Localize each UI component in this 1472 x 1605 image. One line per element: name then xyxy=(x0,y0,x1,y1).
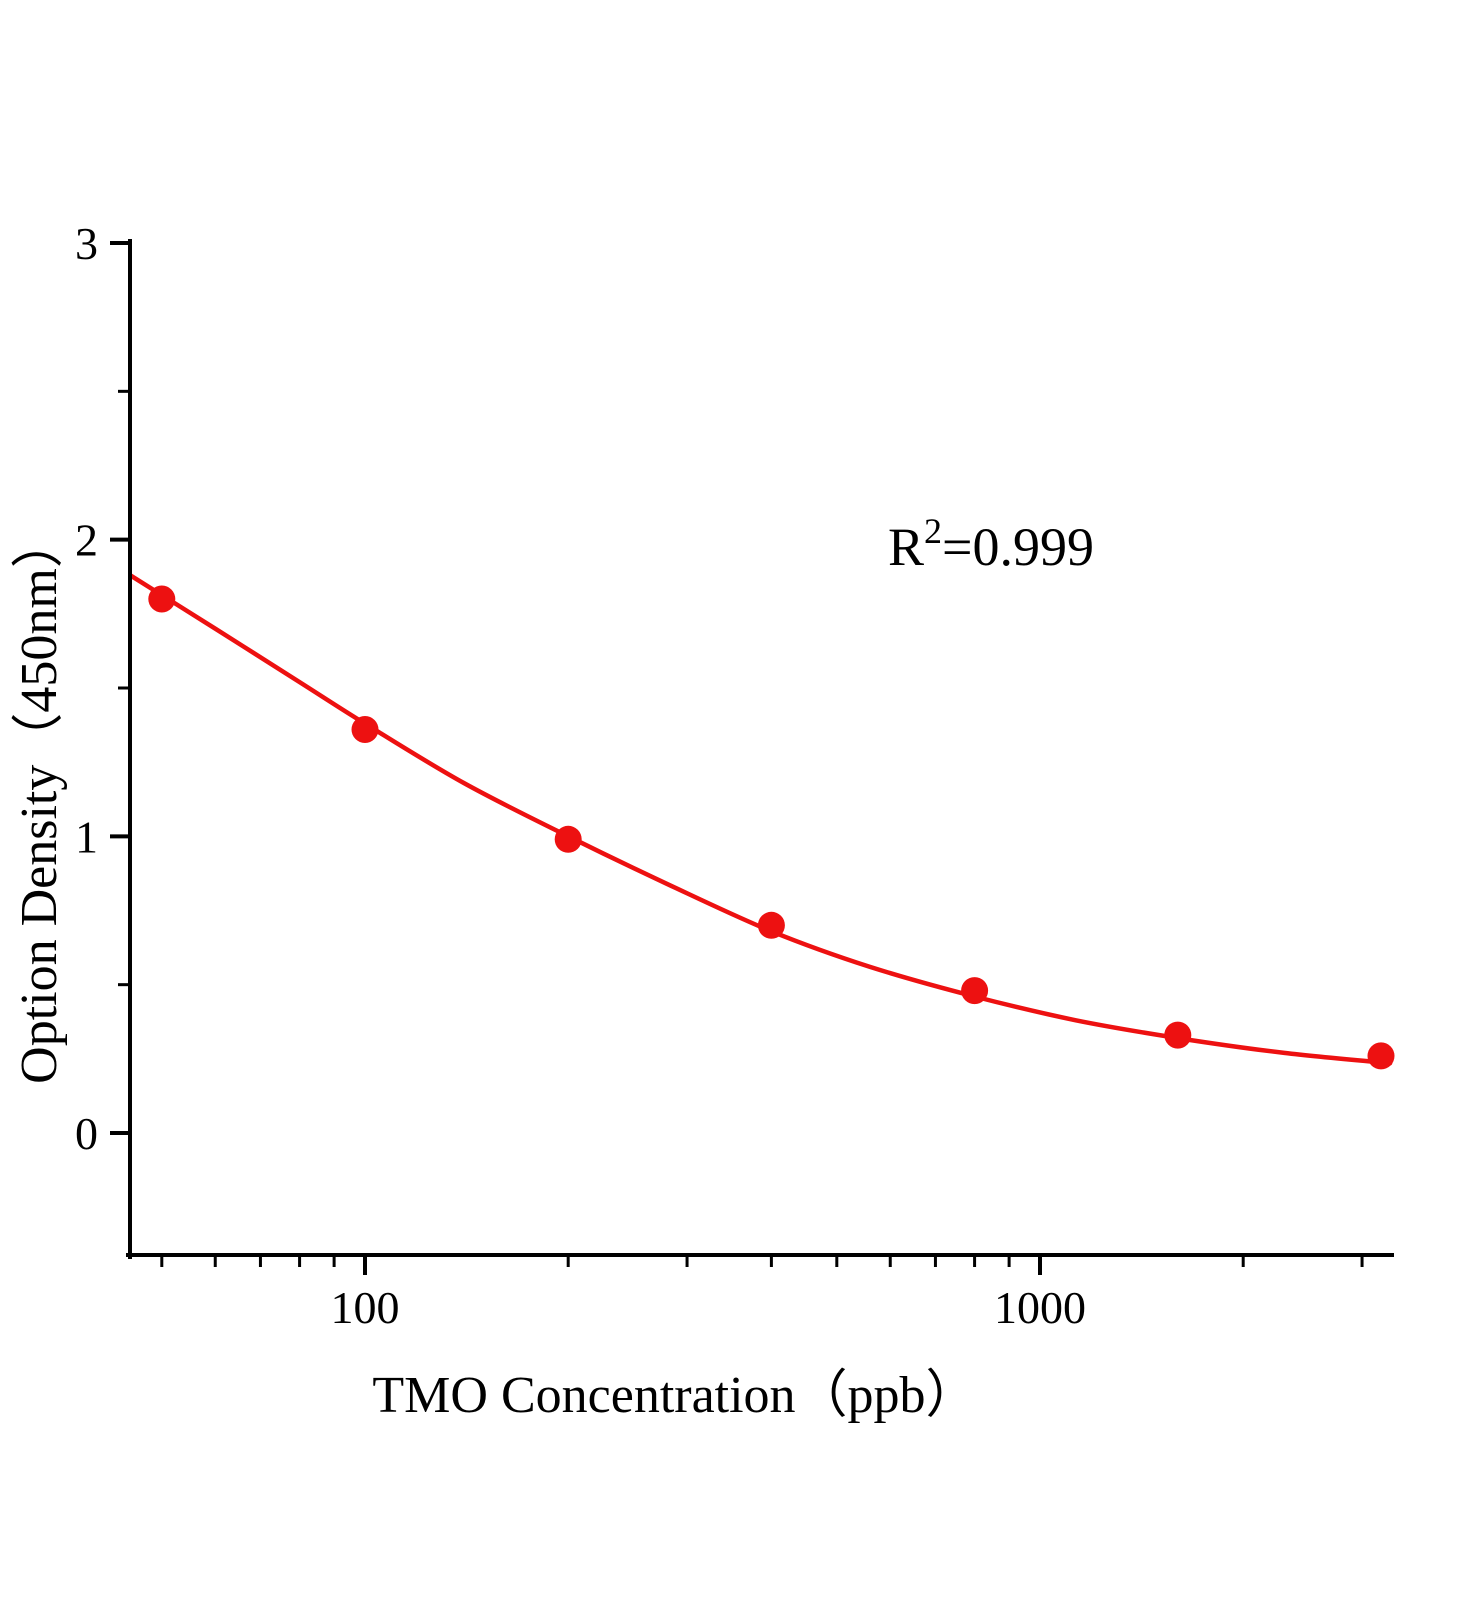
data-point xyxy=(554,825,582,853)
y-tick-label: 3 xyxy=(75,218,98,269)
data-point xyxy=(1367,1042,1395,1070)
x-axis-label: TMO Concentration（ppb） xyxy=(372,1367,977,1424)
series-layer xyxy=(128,573,1395,1070)
y-tick-label: 1 xyxy=(75,811,98,862)
x-tick-label: 100 xyxy=(331,1282,400,1333)
annotation-superscript: 2 xyxy=(924,511,942,551)
x-tick-label: 1000 xyxy=(994,1282,1086,1333)
fit-curve xyxy=(128,573,1393,1066)
data-point xyxy=(351,716,379,743)
y-tick-label: 2 xyxy=(75,515,98,566)
data-point xyxy=(961,977,989,1005)
ticks-layer: 100 1000 0 1 2 3 xyxy=(75,218,1364,1333)
annotation-rest: =0.999 xyxy=(942,517,1094,577)
data-point xyxy=(757,911,785,939)
data-point xyxy=(148,585,176,613)
r-squared-annotation: R2=0.999 xyxy=(888,511,1094,577)
y-tick-label: 0 xyxy=(75,1108,98,1159)
data-point xyxy=(1164,1021,1192,1049)
annotation-base: R xyxy=(888,517,924,577)
y-axis-label: Option Density（450nm） xyxy=(11,516,68,1084)
